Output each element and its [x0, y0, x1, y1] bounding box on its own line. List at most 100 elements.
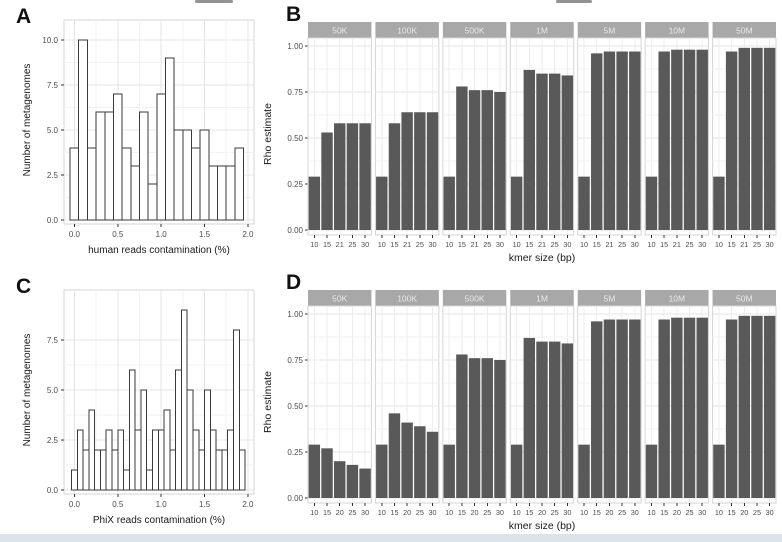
- svg-text:21: 21: [471, 240, 479, 249]
- svg-text:30: 30: [361, 508, 369, 517]
- svg-text:25: 25: [618, 240, 626, 249]
- svg-text:10: 10: [378, 508, 386, 517]
- svg-text:7.5: 7.5: [47, 81, 59, 90]
- svg-text:30: 30: [698, 508, 706, 517]
- svg-text:30: 30: [496, 240, 504, 249]
- svg-text:10: 10: [715, 508, 723, 517]
- panel-a-label: A: [16, 5, 32, 28]
- svg-text:25: 25: [483, 240, 491, 249]
- svg-text:100K: 100K: [397, 294, 417, 304]
- svg-text:50M: 50M: [736, 26, 753, 36]
- svg-text:15: 15: [593, 508, 601, 517]
- svg-text:10: 10: [513, 508, 521, 517]
- panel-d-facet-bars: 0.00 0.25 0.50 0.75 1.00 50K 10 15 20 25 30 100K 10 1…: [262, 274, 782, 537]
- svg-text:25: 25: [348, 508, 356, 517]
- svg-text:5M: 5M: [604, 294, 616, 304]
- svg-text:25: 25: [753, 240, 761, 249]
- svg-text:1.00: 1.00: [287, 42, 303, 51]
- svg-text:50K: 50K: [332, 26, 347, 36]
- svg-text:20: 20: [605, 508, 613, 517]
- svg-text:21: 21: [538, 240, 546, 249]
- svg-text:Number of metagenomes: Number of metagenomes: [22, 334, 33, 447]
- svg-text:30: 30: [428, 240, 436, 249]
- svg-text:15: 15: [323, 508, 331, 517]
- svg-text:30: 30: [631, 508, 639, 517]
- svg-text:5.0: 5.0: [47, 126, 59, 135]
- svg-text:2.0: 2.0: [242, 500, 254, 509]
- svg-text:1.5: 1.5: [199, 500, 211, 509]
- svg-text:15: 15: [390, 240, 398, 249]
- svg-text:25: 25: [685, 240, 693, 249]
- svg-text:30: 30: [563, 240, 571, 249]
- svg-text:0.25: 0.25: [287, 180, 303, 189]
- page-bottom-strip: [0, 534, 782, 542]
- svg-text:50M: 50M: [736, 294, 753, 304]
- svg-text:0.0: 0.0: [69, 230, 81, 239]
- svg-text:0.25: 0.25: [287, 448, 303, 457]
- svg-text:10: 10: [513, 240, 521, 249]
- svg-text:25: 25: [685, 508, 693, 517]
- svg-text:21: 21: [605, 240, 613, 249]
- svg-text:10: 10: [310, 508, 318, 517]
- svg-text:21: 21: [740, 240, 748, 249]
- svg-text:1.0: 1.0: [156, 230, 168, 239]
- svg-text:30: 30: [766, 240, 774, 249]
- svg-text:Rho estimate: Rho estimate: [262, 103, 274, 165]
- svg-text:10: 10: [580, 508, 588, 517]
- svg-text:15: 15: [728, 508, 736, 517]
- svg-text:10M: 10M: [669, 294, 686, 304]
- svg-text:1.5: 1.5: [199, 230, 211, 239]
- svg-text:20: 20: [403, 508, 411, 517]
- svg-text:10: 10: [445, 240, 453, 249]
- svg-text:0.0: 0.0: [47, 216, 59, 225]
- svg-text:15: 15: [525, 508, 533, 517]
- svg-text:20: 20: [538, 508, 546, 517]
- svg-text:15: 15: [525, 240, 533, 249]
- svg-text:15: 15: [458, 240, 466, 249]
- svg-text:human reads contamination (%): human reads contamination (%): [88, 245, 230, 256]
- panel-b-facet-bars: 0.00 0.25 0.50 0.75 1.00 50K 10 15 21 25 30 100K 10 1…: [262, 6, 782, 269]
- svg-text:10M: 10M: [669, 26, 686, 36]
- svg-text:30: 30: [698, 240, 706, 249]
- svg-text:Number of metagenomes: Number of metagenomes: [22, 64, 33, 177]
- svg-text:30: 30: [496, 508, 504, 517]
- svg-text:15: 15: [660, 240, 668, 249]
- svg-text:0.75: 0.75: [287, 356, 303, 365]
- svg-text:0.00: 0.00: [287, 226, 303, 235]
- svg-text:25: 25: [416, 508, 424, 517]
- panel-b-label: B: [286, 3, 302, 26]
- svg-text:0.0: 0.0: [69, 500, 81, 509]
- svg-text:10: 10: [378, 240, 386, 249]
- svg-text:kmer size (bp): kmer size (bp): [509, 520, 576, 532]
- svg-text:25: 25: [551, 240, 559, 249]
- panel-c-histogram: 0.0 0.5 1.0 1.5 2.0 0.0 2.5 5.0 7.5 PhiX reads co…: [20, 278, 260, 541]
- svg-text:15: 15: [660, 508, 668, 517]
- svg-text:1.00: 1.00: [287, 310, 303, 319]
- svg-text:Rho estimate: Rho estimate: [262, 371, 274, 433]
- svg-text:10: 10: [580, 240, 588, 249]
- svg-text:500K: 500K: [465, 26, 485, 36]
- svg-text:15: 15: [390, 508, 398, 517]
- svg-text:2.0: 2.0: [242, 230, 254, 239]
- svg-text:100K: 100K: [397, 26, 417, 36]
- panel-a-histogram: 0.0 0.5 1.0 1.5 2.0 0.0 2.5 5.0 7.5 10.0 human rea…: [20, 8, 260, 271]
- panel-d-label: D: [286, 271, 302, 294]
- svg-text:10: 10: [310, 240, 318, 249]
- svg-text:500K: 500K: [465, 294, 485, 304]
- svg-text:0.00: 0.00: [287, 494, 303, 503]
- svg-text:0.75: 0.75: [287, 88, 303, 97]
- svg-text:kmer size (bp): kmer size (bp): [509, 252, 576, 264]
- svg-text:20: 20: [336, 508, 344, 517]
- svg-text:25: 25: [348, 240, 356, 249]
- svg-text:10: 10: [715, 240, 723, 249]
- svg-text:10: 10: [647, 240, 655, 249]
- svg-text:30: 30: [361, 240, 369, 249]
- svg-text:21: 21: [673, 240, 681, 249]
- svg-text:0.0: 0.0: [47, 486, 59, 495]
- svg-text:1.0: 1.0: [156, 500, 168, 509]
- svg-text:20: 20: [673, 508, 681, 517]
- svg-text:15: 15: [593, 240, 601, 249]
- svg-text:15: 15: [728, 240, 736, 249]
- panel-c-label: C: [16, 275, 32, 298]
